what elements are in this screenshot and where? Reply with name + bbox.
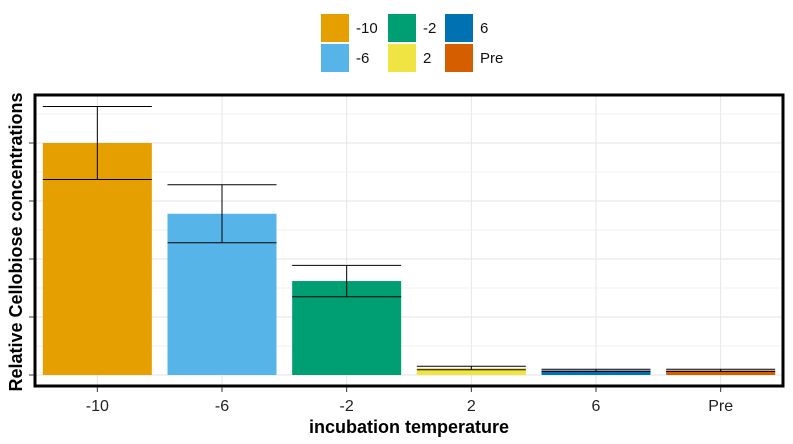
legend-label: Pre bbox=[480, 50, 503, 67]
x-tick-label: -2 bbox=[340, 398, 354, 415]
y-axis-title: Relative Cellobiose concentrations bbox=[6, 92, 26, 391]
x-tick-label: 6 bbox=[592, 398, 601, 415]
error-bars bbox=[42, 105, 776, 373]
legend-swatch bbox=[445, 14, 473, 42]
x-tick-label: -10 bbox=[86, 398, 109, 415]
legend-label: 6 bbox=[480, 20, 488, 37]
x-tick-label: Pre bbox=[708, 398, 733, 415]
legend-label: -10 bbox=[356, 20, 378, 37]
legend-swatch bbox=[445, 44, 473, 72]
legend-item-2: 2 bbox=[388, 44, 431, 72]
legend-label: 2 bbox=[423, 50, 431, 67]
x-axis-title: incubation temperature bbox=[309, 417, 509, 437]
legend-label: -2 bbox=[423, 20, 436, 37]
bar-Pre bbox=[666, 370, 776, 375]
legend-item-6: 6 bbox=[445, 14, 488, 42]
legend-item--10: -10 bbox=[321, 14, 378, 42]
legend-item--6: -6 bbox=[321, 44, 369, 72]
legend-item-Pre: Pre bbox=[445, 44, 503, 72]
legend-swatch bbox=[321, 44, 349, 72]
plot-panel-border bbox=[33, 93, 785, 388]
legend-swatch bbox=[321, 14, 349, 42]
legend: -10 -2 6 -6 2 Pre bbox=[321, 14, 503, 72]
legend-item--2: -2 bbox=[388, 14, 436, 42]
x-tick-label: -6 bbox=[215, 398, 229, 415]
x-tick-label: 2 bbox=[467, 398, 476, 415]
legend-swatch bbox=[388, 14, 416, 42]
legend-label: -6 bbox=[356, 50, 369, 67]
bar-2 bbox=[416, 368, 526, 375]
bar--10 bbox=[42, 143, 152, 375]
bar-6 bbox=[541, 370, 651, 375]
y-axis-ticks bbox=[29, 142, 34, 376]
legend-swatch bbox=[388, 44, 416, 72]
x-axis: -10 -6 -2 2 6 Pre bbox=[86, 387, 733, 415]
grid-lines bbox=[35, 95, 783, 386]
